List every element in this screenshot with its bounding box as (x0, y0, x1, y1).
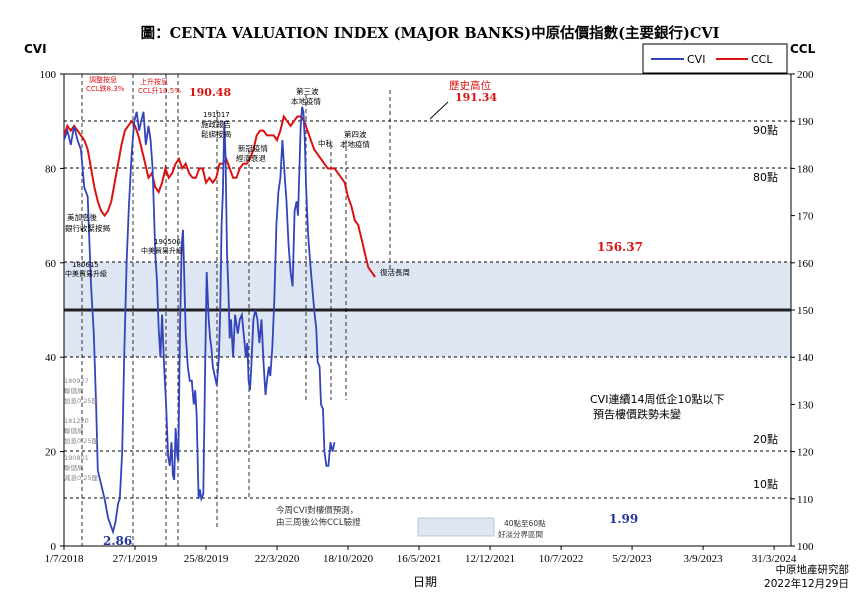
history-high-label: 歷史高位 (449, 79, 491, 92)
event-k: 復活長周 (380, 267, 410, 277)
lead-note-line2: 由三周後公佈CCL驗證 (276, 517, 361, 528)
y-right-tick-label: 110 (797, 494, 814, 506)
event-g-line1: 新冠疫情 (238, 143, 268, 153)
event-e-line1: 180615 (72, 261, 99, 269)
cvi-note-line2: 預告樓價跌勢未變 (593, 407, 681, 421)
ref-label-80: 80點 (753, 171, 778, 184)
event-b-line2: CCL升10.5% (138, 86, 181, 95)
event-lines (81, 74, 391, 546)
event-e-line2: 中美貿易升級 (65, 269, 107, 278)
event-note-line: 181220 (64, 417, 89, 425)
event-f-line2: 施政報告 (201, 119, 231, 129)
x-tick-label: 25/8/2019 (184, 553, 229, 565)
ccl-peak1-label: 190.48 (189, 86, 231, 99)
event-f-line3: 鬆綁按揭 (201, 129, 231, 139)
event-d-line1: 190506 (154, 238, 181, 246)
event-c-line2: 銀行收緊按揭 (65, 223, 110, 233)
y-right-tick-label: 130 (797, 399, 814, 411)
y-right-tick-label: 160 (797, 258, 814, 270)
y-right-tick-label: 180 (797, 163, 814, 175)
event-labels: 調整按息 CCL跌8.3% 上升按息 CCL升10.5% 美加息後 銀行收緊按揭… (65, 75, 410, 278)
zone-legend-line2: 好淡分界區間 (498, 529, 543, 539)
y-right-tick-label: 150 (797, 305, 814, 317)
legend-label-ccl: CCL (751, 53, 773, 66)
event-h-line2: 本地疫情 (291, 96, 321, 106)
y-left-tick-label: 40 (45, 352, 57, 364)
series-line-ccl (63, 114, 376, 278)
peak-arrow (429, 101, 449, 120)
event-c-line1: 美加息後 (67, 212, 97, 222)
event-a-line2: CCL跌8.3% (86, 84, 125, 93)
cvi-note-line1: CVI連續14周低企10點以下 (590, 392, 724, 406)
ref-label-90: 90點 (753, 124, 778, 137)
y-right-tick-label: 120 (797, 447, 814, 459)
event-g-line2: 經濟衰退 (236, 153, 266, 163)
y-left-tick-label: 60 (45, 258, 57, 270)
y-left-tick-label: 80 (45, 163, 57, 175)
ref-label-20: 20點 (753, 433, 778, 446)
y-right-tick-labels: 100 110 120 130 140 150 160 170 180 190 200 (791, 69, 814, 553)
x-tick-label: 27/1/2019 (113, 553, 158, 565)
cvi-last-label: 1.99 (609, 512, 638, 526)
event-a-line1: 調整按息 (89, 75, 117, 84)
event-note-line: 聯儲局 (64, 426, 84, 435)
footer-source: 中原地產研究部 (776, 563, 850, 576)
series-line-cvi (63, 106, 336, 535)
x-tick-label: 22/3/2020 (255, 553, 300, 565)
x-axis-label: 日期 (413, 575, 437, 589)
event-j-line1: 第四波 (344, 129, 367, 139)
x-tick-label: 10/7/2022 (539, 553, 584, 565)
x-tick-label: 1/7/2018 (44, 553, 84, 565)
event-h-line1: 第三波 (296, 86, 319, 96)
y-right-tick-label: 140 (797, 352, 814, 364)
event-b-line1: 上升按息 (140, 77, 168, 86)
legend-label-cvi: CVI (687, 53, 705, 66)
zone-legend-line1: 40點至60點 (504, 518, 546, 528)
y-left-tick-label: 100 (40, 69, 57, 81)
ccl-peak2-label: 191.34 (455, 91, 497, 104)
event-note-line: 聯儲局 (64, 463, 84, 472)
y-right-tick-label: 190 (797, 116, 814, 128)
event-note-line: 190801 (64, 454, 89, 462)
event-note-line: 加息0.25厘 (64, 436, 98, 445)
x-tick-label: 16/5/2021 (397, 553, 442, 565)
event-note-line: 聯儲局 (64, 386, 84, 395)
x-tick-label: 31/3/2024 (752, 553, 797, 565)
x-tick-labels: 1/7/2018 27/1/2019 25/8/2019 22/3/2020 18/10… (44, 546, 797, 565)
event-d-line2: 中美貿易升級 (141, 246, 183, 255)
lead-note-line1: 今周CVI對樓價預測， (276, 505, 358, 516)
x-tick-label: 5/2/2023 (613, 553, 653, 565)
zone-legend-swatch (417, 517, 495, 537)
footer-date: 2022年12月29日 (764, 577, 849, 590)
x-tick-label: 3/9/2023 (684, 553, 724, 565)
event-i: 中秋 (318, 138, 333, 148)
x-tick-label: 18/10/2020 (323, 553, 374, 565)
y-left-tick-labels: 0 20 40 60 80 100 (40, 69, 64, 553)
ccl-last-label: 156.37 (597, 240, 643, 254)
y-left-tick-label: 0 (51, 541, 57, 553)
event-j-line2: 本地疫情 (340, 139, 370, 149)
y-left-axis-label: CVI (24, 42, 47, 56)
event-note-line: 減息0.25厘 (64, 473, 98, 482)
y-right-tick-label: 170 (797, 211, 814, 223)
event-note-line: 加息0.25厘 (64, 396, 98, 405)
chart-title: 圖：CENTA VALUATION INDEX (MAJOR BANKS)中原估… (141, 24, 720, 42)
cvi-low-label: 2.86 (103, 534, 132, 548)
legend: CVI CCL (642, 43, 788, 74)
y-left-tick-label: 20 (45, 447, 57, 459)
event-f-line1: 191017 (203, 111, 230, 119)
event-note-line: 180927 (64, 377, 89, 385)
y-right-axis-label: CCL (790, 42, 816, 56)
y-right-tick-label: 100 (797, 541, 814, 553)
y-right-tick-label: 200 (797, 69, 814, 81)
reference-lines (64, 120, 791, 499)
ref-label-10: 10點 (753, 478, 778, 491)
x-tick-label: 12/12/2021 (465, 553, 515, 565)
